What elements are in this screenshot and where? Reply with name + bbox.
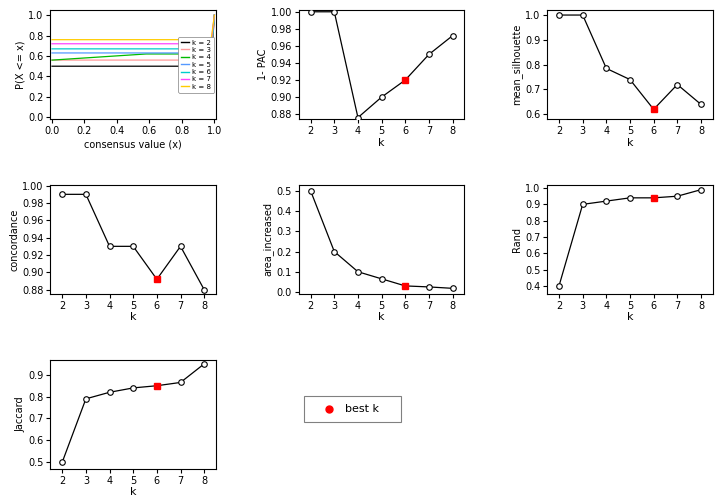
Y-axis label: area_increased: area_increased — [263, 203, 274, 276]
X-axis label: consensus value (x): consensus value (x) — [84, 139, 182, 149]
Y-axis label: Jaccard: Jaccard — [15, 396, 25, 432]
Y-axis label: Rand: Rand — [512, 227, 522, 252]
Y-axis label: P(X <= x): P(X <= x) — [15, 40, 25, 89]
Y-axis label: 1- PAC: 1- PAC — [258, 49, 268, 80]
Text: best k: best k — [345, 404, 379, 414]
Legend: k = 2, k = 3, k = 4, k = 5, k = 6, k = 7, k = 8: k = 2, k = 3, k = 4, k = 5, k = 6, k = 7… — [179, 37, 214, 93]
Y-axis label: mean_silhouette: mean_silhouette — [511, 24, 522, 105]
X-axis label: k: k — [626, 138, 634, 148]
FancyBboxPatch shape — [304, 396, 402, 422]
X-axis label: k: k — [626, 312, 634, 323]
Y-axis label: concordance: concordance — [9, 208, 19, 271]
X-axis label: k: k — [378, 312, 385, 323]
X-axis label: k: k — [130, 312, 137, 323]
X-axis label: k: k — [130, 487, 137, 497]
X-axis label: k: k — [378, 138, 385, 148]
